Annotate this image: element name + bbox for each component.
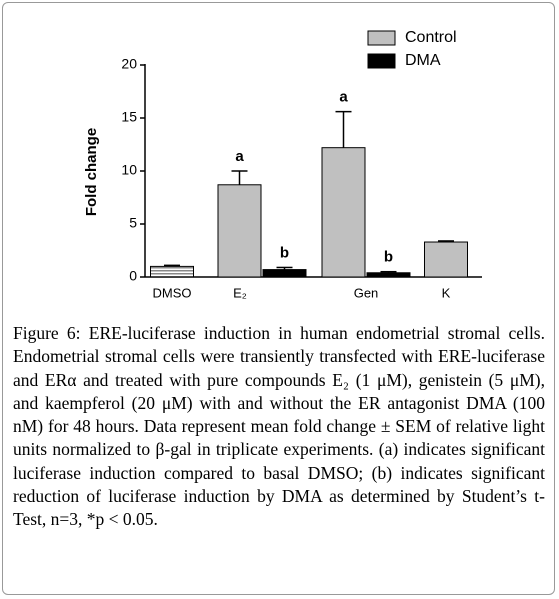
legend-label: Control: [405, 29, 457, 46]
annotation: a: [339, 89, 348, 106]
x-tick-label: E₂: [233, 285, 247, 300]
bar: [321, 147, 366, 278]
bar: [366, 272, 411, 278]
y-tick-label: 20: [121, 56, 137, 72]
y-tick-label: 0: [129, 268, 137, 284]
y-axis-label: Fold change: [83, 128, 100, 216]
x-tick-label: Gen: [354, 285, 379, 300]
y-tick-label: 15: [121, 109, 137, 125]
legend-swatch: [367, 53, 396, 69]
legend-swatch: [367, 30, 396, 46]
bar: [424, 241, 468, 278]
caption: Figure 6: ERE-luciferase induction in hu…: [13, 323, 545, 530]
bar: [150, 265, 194, 278]
bar: [262, 269, 307, 278]
x-tick-label: K: [442, 285, 451, 300]
x-tick-label: DMSO: [153, 285, 192, 300]
y-tick-label: 10: [121, 162, 137, 178]
annotation: b: [384, 249, 393, 266]
legend-label: DMA: [405, 52, 441, 69]
annotation: a: [235, 148, 244, 165]
chart: Fold change 0 5 10 15 20 DMSO E₂ a b Gen a b K Contro…: [83, 29, 482, 300]
annotation: b: [280, 244, 289, 261]
y-tick-label: 5: [129, 215, 137, 231]
bar: [217, 184, 262, 278]
frame: [2, 2, 555, 595]
